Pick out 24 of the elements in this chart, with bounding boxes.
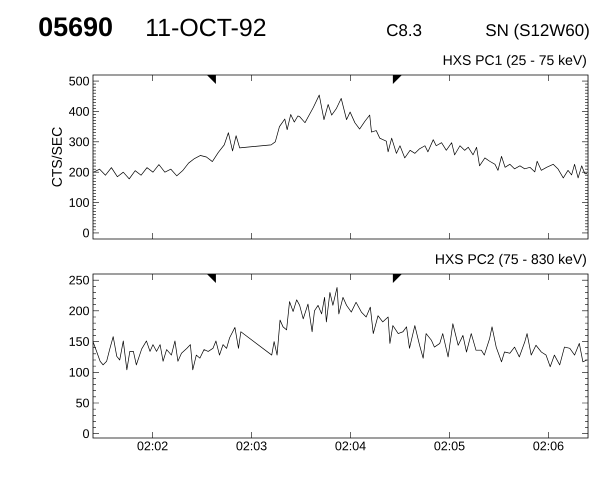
y-tick-label: 50 bbox=[76, 398, 89, 408]
x-tick-label: 02:06 bbox=[533, 442, 564, 450]
y-tick-label: 0 bbox=[83, 429, 89, 438]
y-tick-label: 200 bbox=[69, 168, 89, 177]
text: 11-OCT-92 bbox=[147, 18, 266, 36]
text: C8.3 bbox=[387, 24, 422, 36]
x-tick-label: 02:05 bbox=[434, 442, 465, 450]
y-tick-label: 500 bbox=[69, 76, 89, 86]
y-tick-label: 100 bbox=[70, 198, 89, 207]
x-tick-label: 02:03 bbox=[236, 442, 267, 450]
text: 05690 bbox=[39, 17, 112, 36]
text: SN (S12W60) bbox=[486, 24, 589, 40]
chart-title: HXS PC2 (75 - 830 keV) bbox=[436, 254, 586, 267]
x-tick-label: 02:02 bbox=[137, 442, 168, 450]
y-tick-label: 200 bbox=[69, 306, 89, 316]
y-tick-label: 0 bbox=[83, 228, 89, 238]
y-axis-title: CTS/SEC bbox=[52, 127, 62, 187]
y-tick-label: 150 bbox=[70, 337, 89, 346]
y-tick-label: 400 bbox=[68, 107, 89, 116]
y-tick-label: 300 bbox=[69, 137, 89, 146]
x-tick-label: 02:04 bbox=[335, 442, 366, 450]
y-tick-label: 100 bbox=[70, 368, 89, 377]
chart-title: HXS PC1 (25 - 75 keV) bbox=[444, 54, 586, 68]
y-tick-label: 250 bbox=[69, 276, 89, 285]
